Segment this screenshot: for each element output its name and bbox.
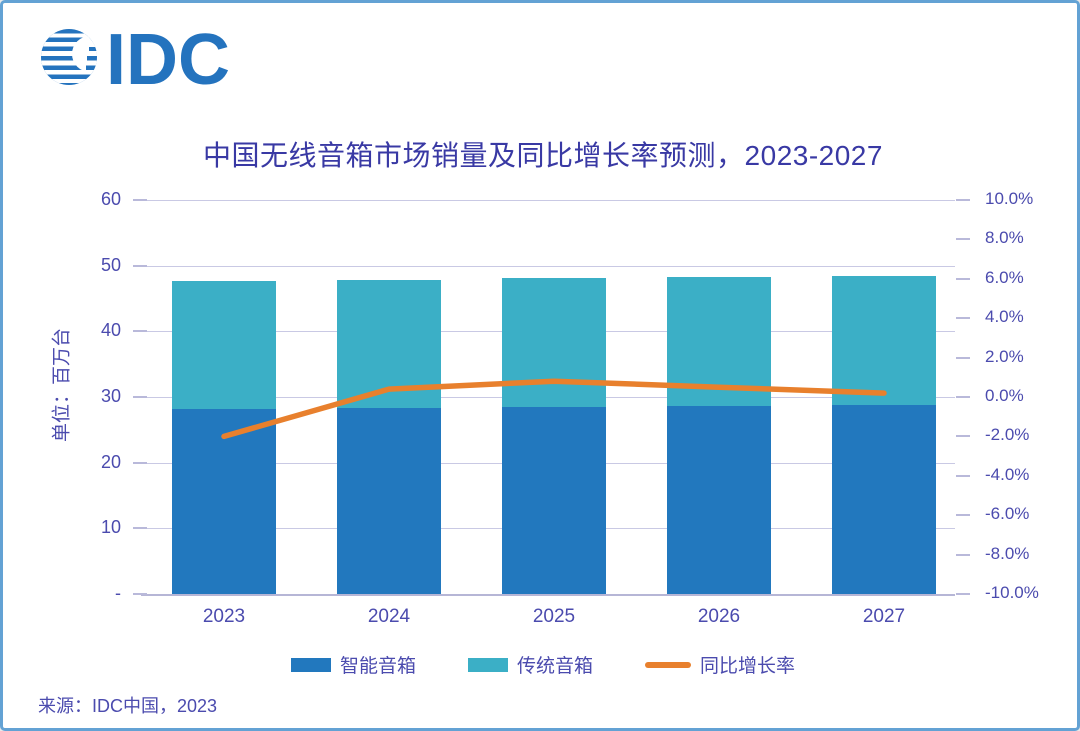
left-tick-mark: [133, 527, 147, 530]
legend: 智能音箱 传统音箱 同比增长率: [3, 651, 1077, 678]
right-tick-mark: [956, 514, 970, 517]
left-tick-mark: [133, 264, 147, 267]
left-tick-mark: [133, 199, 147, 201]
chart-title: 中国无线音箱市场销量及同比增长率预测，2023-2027: [203, 140, 883, 171]
right-tick-mark: [956, 238, 970, 241]
right-tick-mark: [956, 593, 970, 595]
right-tick--4.0%: -4.0%: [985, 464, 1030, 484]
bar-smart-speaker-2027: [832, 404, 936, 594]
right-tick-mark: [956, 474, 970, 477]
right-tick-mark: [956, 356, 970, 359]
bar-smart-speaker-2025: [502, 406, 606, 594]
idc-logo-text: IDC: [106, 19, 230, 100]
bar-traditional-speaker-2027: [832, 275, 936, 405]
left-tick-40: 40: [100, 320, 121, 341]
x-label-2027: 2027: [862, 606, 906, 627]
right-tick-10.0%: 10.0%: [985, 189, 1034, 208]
idc-globe-icon: [39, 27, 99, 92]
right-tick--8.0%: -8.0%: [985, 543, 1030, 563]
legend-label-traditional-speaker: 传统音箱: [516, 656, 593, 677]
source-note: 来源：IDC中国，2023: [38, 696, 218, 716]
legend-item-traditional-speaker: 传统音箱: [467, 651, 593, 678]
right-tick-mark: [956, 435, 970, 438]
x-axis-line: [141, 594, 955, 596]
right-tick-mark: [956, 396, 970, 398]
left-tick-mark: [133, 330, 147, 333]
legend-label-smart-speaker: 智能音箱: [339, 656, 416, 677]
right-tick-6.0%: 6.0%: [985, 267, 1024, 287]
left-tick-mark: [133, 593, 147, 595]
right-tick-4.0%: 4.0%: [985, 307, 1024, 327]
right-tick-8.0%: 8.0%: [985, 228, 1024, 248]
growth-rate-line: [221, 378, 887, 440]
left-tick-mark: [133, 396, 147, 398]
left-axis-unit-label: 单位：百万台: [51, 327, 73, 443]
x-label-2025: 2025: [532, 606, 576, 627]
left-tick-20: 20: [100, 451, 121, 472]
left-tick--: -: [115, 583, 121, 603]
left-tick-50: 50: [100, 254, 121, 275]
legend-item-smart-speaker: 智能音箱: [290, 651, 416, 678]
right-tick-2.0%: 2.0%: [985, 346, 1024, 366]
right-tick--2.0%: -2.0%: [985, 425, 1030, 445]
right-tick-mark: [956, 199, 970, 201]
x-label-2024: 2024: [367, 606, 411, 627]
bar-smart-speaker-2026: [667, 405, 771, 594]
smart-speaker-swatch-icon: [290, 657, 331, 672]
x-label-2026: 2026: [697, 606, 741, 627]
right-tick-mark: [956, 317, 970, 320]
bar-smart-speaker-2023: [172, 409, 276, 594]
right-tick--10.0%: -10.0%: [985, 583, 1039, 602]
plot-area: [141, 200, 955, 596]
left-tick-60: 60: [100, 189, 121, 209]
left-tick-30: 30: [100, 386, 121, 406]
traditional-speaker-swatch-icon: [467, 657, 508, 672]
right-tick--6.0%: -6.0%: [985, 504, 1030, 524]
growth-rate-line-swatch-icon: [645, 661, 691, 668]
gridline: [141, 200, 955, 201]
bar-traditional-speaker-2023: [172, 281, 276, 410]
legend-label-growth-rate: 同比增长率: [700, 656, 796, 677]
idc-logo: IDC: [39, 19, 230, 100]
left-tick-10: 10: [100, 517, 121, 538]
bar-smart-speaker-2024: [337, 408, 441, 594]
right-tick-mark: [956, 553, 970, 556]
x-label-2023: 2023: [202, 606, 246, 627]
legend-item-growth-rate: 同比增长率: [645, 651, 795, 678]
left-tick-mark: [133, 461, 147, 464]
right-tick-0.0%: 0.0%: [985, 386, 1024, 405]
gridline: [141, 265, 955, 267]
right-tick-mark: [956, 277, 970, 280]
